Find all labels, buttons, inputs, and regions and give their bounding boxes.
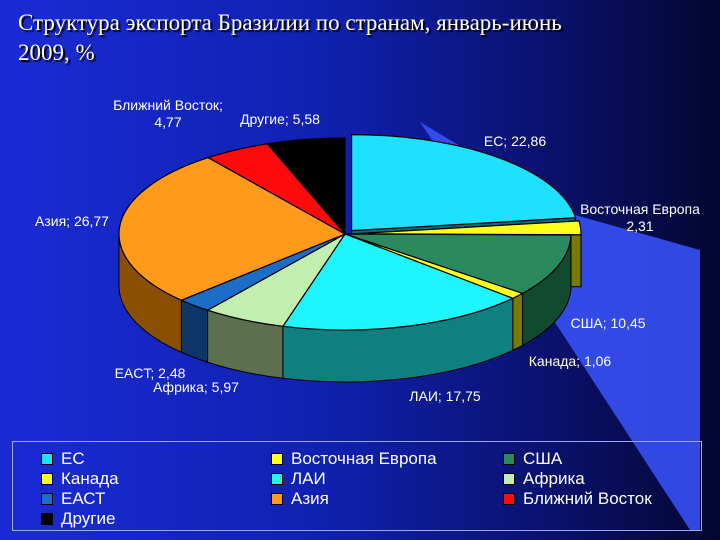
title-line-1: Структура экспорта Бразилии по странам, … [18, 10, 562, 35]
slice-data-label: Восточная Европа 2,31 [580, 201, 700, 234]
legend-label: Ближний Восток [523, 489, 652, 508]
legend-swatch [271, 493, 283, 505]
legend-label: ЕАСТ [61, 489, 106, 508]
legend-label: Другие [61, 509, 116, 528]
pie-slice [350, 134, 577, 232]
pie-slice [354, 220, 582, 236]
slice-data-label: EACT; 2,48 [115, 365, 186, 381]
legend-label: Азия [291, 489, 329, 508]
legend-swatch [41, 513, 53, 525]
chart-legend: ЕС Восточная Европа США Канада ЛАИ Африка ЕАСТ… [12, 441, 702, 531]
legend-label: ЛАИ [291, 469, 326, 488]
legend-swatch [503, 493, 515, 505]
legend-item: ЛАИ [271, 469, 326, 489]
legend-item: Другие [41, 509, 115, 529]
legend-item: Восточная Европа [271, 449, 437, 469]
slide-title: Структура экспорта Бразилии по странам, … [18, 8, 708, 68]
pie-slice [281, 233, 515, 331]
legend-item: Азия [271, 489, 329, 509]
slice-data-label: Африка; 5,97 [153, 379, 239, 395]
slice-data-label: ЕС; 22,86 [484, 133, 546, 149]
legend-swatch [41, 453, 53, 465]
slice-data-label: Канада; 1,06 [529, 353, 612, 369]
legend-swatch [41, 493, 53, 505]
legend-label: Африка [523, 469, 585, 488]
pie-slice [118, 156, 347, 301]
legend-swatch [503, 473, 515, 485]
legend-item: Ближний Восток [503, 489, 652, 509]
title-line-2: 2009, % [18, 40, 95, 65]
legend-label: Восточная Европа [291, 449, 437, 468]
legend-item: ЕС [41, 449, 85, 469]
legend-swatch [503, 453, 515, 465]
slice-data-label: Азия; 26,77 [35, 213, 109, 229]
slice-data-label: Другие; 5,58 [240, 111, 320, 127]
legend-swatch [271, 453, 283, 465]
legend-label: ЕС [61, 449, 85, 468]
legend-item: США [503, 449, 562, 469]
legend-item: Африка [503, 469, 585, 489]
legend-swatch [271, 473, 283, 485]
slice-data-label: США; 10,45 [570, 315, 645, 331]
legend-swatch [41, 473, 53, 485]
legend-label: США [523, 449, 563, 468]
slice-data-label: Ближний Восток; 4,77 [113, 97, 223, 130]
pie-slice [266, 137, 346, 236]
pie-slice-side [512, 292, 524, 352]
legend-item: ЕАСТ [41, 489, 105, 509]
pie-slice [344, 233, 572, 295]
legend-label: Канада [61, 469, 119, 488]
slice-data-label: ЛАИ; 17,75 [409, 388, 481, 404]
legend-item: Канада [41, 469, 119, 489]
